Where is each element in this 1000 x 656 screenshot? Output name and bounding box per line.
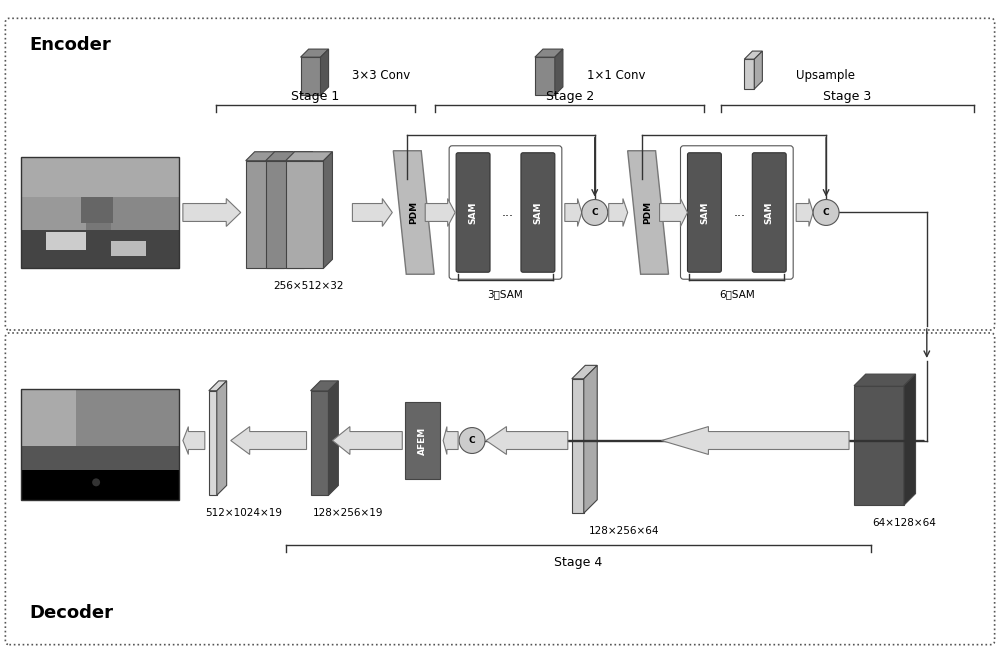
Text: Stage 1: Stage 1 <box>291 90 340 103</box>
Polygon shape <box>854 386 904 505</box>
Bar <box>111 197 179 230</box>
FancyArrow shape <box>443 426 458 455</box>
Text: Upsample: Upsample <box>796 69 855 81</box>
Text: C: C <box>823 208 829 217</box>
Polygon shape <box>854 374 916 386</box>
FancyBboxPatch shape <box>5 18 995 330</box>
Polygon shape <box>286 152 332 161</box>
FancyBboxPatch shape <box>687 153 721 272</box>
Bar <box>21 157 179 268</box>
Polygon shape <box>311 381 338 391</box>
Polygon shape <box>323 152 332 268</box>
Polygon shape <box>321 49 329 95</box>
Text: 128×256×64: 128×256×64 <box>588 526 659 536</box>
Polygon shape <box>328 381 338 495</box>
FancyArrow shape <box>662 426 849 455</box>
Polygon shape <box>572 379 584 513</box>
Text: Decoder: Decoder <box>29 604 113 622</box>
Bar <box>21 157 179 197</box>
Text: C: C <box>469 436 475 445</box>
Bar <box>21 470 179 501</box>
Circle shape <box>459 428 485 453</box>
Polygon shape <box>246 152 293 161</box>
Polygon shape <box>304 152 313 268</box>
Polygon shape <box>535 57 555 95</box>
Bar <box>21 389 179 501</box>
Text: Stage 2: Stage 2 <box>546 90 594 103</box>
Text: 1×1 Conv: 1×1 Conv <box>587 69 645 81</box>
Polygon shape <box>535 49 563 57</box>
Circle shape <box>92 478 100 486</box>
Text: PDM: PDM <box>409 201 418 224</box>
Text: 512×1024×19: 512×1024×19 <box>205 508 282 518</box>
Bar <box>21 445 179 470</box>
FancyBboxPatch shape <box>456 153 490 272</box>
Polygon shape <box>311 391 328 495</box>
FancyArrow shape <box>660 199 687 226</box>
Polygon shape <box>209 391 217 495</box>
Polygon shape <box>744 59 754 89</box>
Text: SAM: SAM <box>765 201 774 224</box>
Text: ...: ... <box>733 206 745 219</box>
FancyBboxPatch shape <box>521 153 555 272</box>
Bar <box>21 389 179 445</box>
Circle shape <box>813 199 839 226</box>
Polygon shape <box>754 51 762 89</box>
FancyArrow shape <box>183 199 241 226</box>
Text: Encoder: Encoder <box>29 36 111 54</box>
Text: ...: ... <box>502 206 514 219</box>
Bar <box>21 389 76 445</box>
Polygon shape <box>301 49 329 57</box>
FancyArrow shape <box>565 199 582 226</box>
Circle shape <box>582 199 608 226</box>
FancyBboxPatch shape <box>5 333 995 645</box>
Polygon shape <box>301 57 321 95</box>
Polygon shape <box>284 152 293 268</box>
Text: 3个SAM: 3个SAM <box>488 289 523 299</box>
Bar <box>21 389 179 501</box>
Bar <box>21 197 86 230</box>
Polygon shape <box>744 51 762 59</box>
FancyArrow shape <box>796 199 813 226</box>
Polygon shape <box>217 381 227 495</box>
Text: 256×512×32: 256×512×32 <box>273 281 344 291</box>
Polygon shape <box>904 374 916 505</box>
Polygon shape <box>266 152 313 161</box>
Text: SAM: SAM <box>533 201 542 224</box>
Bar <box>46 232 86 251</box>
Polygon shape <box>266 161 304 268</box>
Bar <box>21 157 179 268</box>
Text: AFEM: AFEM <box>418 426 427 455</box>
Polygon shape <box>246 161 284 268</box>
Bar <box>405 401 440 480</box>
Polygon shape <box>286 161 323 268</box>
FancyArrow shape <box>425 199 455 226</box>
FancyArrow shape <box>332 426 402 455</box>
Polygon shape <box>628 151 669 274</box>
Polygon shape <box>209 381 227 391</box>
Text: Stage 4: Stage 4 <box>554 556 602 569</box>
Text: SAM: SAM <box>469 201 478 224</box>
Text: 3×3 Conv: 3×3 Conv <box>352 69 411 81</box>
FancyArrow shape <box>183 426 205 455</box>
FancyArrow shape <box>486 426 568 455</box>
Text: C: C <box>591 208 598 217</box>
Text: PDM: PDM <box>644 201 653 224</box>
Text: 64×128×64: 64×128×64 <box>872 518 936 528</box>
FancyArrow shape <box>609 199 628 226</box>
Text: 6个SAM: 6个SAM <box>719 289 755 299</box>
Polygon shape <box>572 365 597 379</box>
Polygon shape <box>393 151 434 274</box>
Polygon shape <box>584 365 597 513</box>
Bar <box>111 241 146 256</box>
Bar <box>21 230 179 268</box>
Text: SAM: SAM <box>700 201 709 224</box>
FancyArrow shape <box>352 199 392 226</box>
Polygon shape <box>555 49 563 95</box>
Text: 128×256×19: 128×256×19 <box>313 508 384 518</box>
FancyBboxPatch shape <box>752 153 786 272</box>
Text: Stage 3: Stage 3 <box>823 90 872 103</box>
Bar <box>81 197 113 224</box>
FancyArrow shape <box>231 426 307 455</box>
